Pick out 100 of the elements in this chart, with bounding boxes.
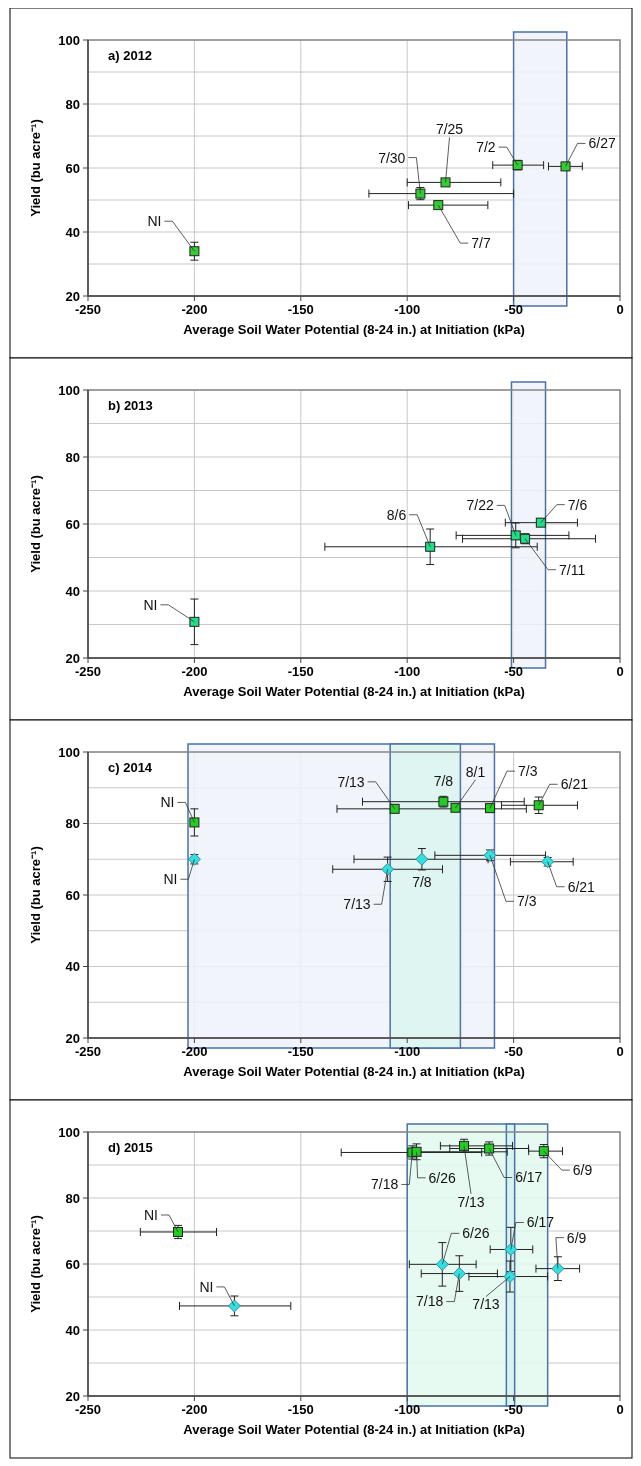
x-tick-label: -150 [287,664,314,679]
point [389,803,400,814]
x-tick-label: 0 [616,1044,624,1059]
annotation: 6/21 [560,776,589,793]
x-tick-label: -100 [394,664,421,679]
point [415,852,429,866]
x-axis-title: Average Soil Water Potential (8-24 in.) at Initiation (kPa) [183,1422,525,1437]
point [484,803,495,814]
y-tick-label: 100 [58,382,80,398]
point [435,1257,449,1271]
annotation: 7/11 [559,561,586,578]
annotation: 8/6 [386,506,407,523]
x-tick-label: -100 [394,302,421,317]
annotation: 7/22 [466,497,494,514]
y-tick-label: 60 [65,887,80,903]
annotation: 7/13 [472,1296,500,1313]
annotation: 7/2 [476,139,496,156]
y-tick-label: 60 [65,160,80,176]
x-tick-label: -250 [74,664,102,679]
point [189,817,200,828]
y-axis-title: Yield (bu acre⁻¹) [28,1215,43,1313]
y-tick-label: 100 [58,1124,80,1140]
x-tick-label: -150 [287,1402,314,1417]
y-tick-label: 80 [65,449,80,465]
point [450,802,461,813]
annotation: 6/17 [515,1169,543,1186]
point [533,800,544,811]
y-axis-title: Yield (bu acre⁻¹) [28,846,43,944]
annotation: 7/25 [435,121,464,138]
annotation: 6/9 [566,1229,587,1246]
x-tick-label: -250 [74,1402,102,1417]
y-tick-label: 80 [65,816,80,832]
annotation: 6/26 [428,1169,457,1186]
y-tick-label: 40 [65,959,80,975]
y-axis-title: Yield (bu acre⁻¹) [28,119,43,217]
x-tick-label: -150 [287,1044,314,1059]
point [189,246,200,257]
x-tick-label: -150 [287,302,314,317]
x-tick-label: 0 [616,1402,624,1417]
annotation: 7/3 [517,763,538,780]
x-tick-label: -50 [504,302,523,317]
point [560,161,571,172]
annotation: NI [199,1278,214,1295]
x-tick-label: -100 [394,1402,421,1417]
x-tick-label: 0 [616,302,624,317]
annotation: 6/21 [567,878,596,895]
x-tick-label: -50 [504,664,523,679]
x-tick-label: -200 [181,664,208,679]
x-axis-title: Average Soil Water Potential (8-24 in.) at Initiation (kPa) [183,684,525,699]
y-tick-label: 40 [65,224,80,240]
y-tick-label: 40 [65,583,80,599]
annotation: 6/9 [572,1162,593,1179]
text: d) 2015 [108,1140,153,1155]
y-tick-label: 20 [65,650,80,666]
point [504,1242,518,1256]
x-axis-title: Average Soil Water Potential (8-24 in.) at Initiation (kPa) [183,322,525,337]
annotation: 6/26 [462,1225,490,1242]
point [189,616,200,627]
annotation: 7/18 [371,1176,399,1193]
x-tick-label: -200 [181,1402,208,1417]
point [535,517,546,528]
point [411,1146,422,1157]
point [433,200,444,211]
annotation: 8/1 [465,763,486,780]
annotation: 7/3 [516,893,537,910]
x-tick-label: -250 [74,1044,102,1059]
text: b) 2013 [108,398,153,413]
y-tick-label: 20 [65,1030,80,1046]
y-tick-label: 60 [65,1256,80,1272]
point [510,530,521,541]
annotation: NI [160,794,175,811]
annotation: 7/8 [412,874,432,891]
annotation: 7/6 [567,496,588,513]
point [425,541,436,552]
annotation: 7/13 [457,1193,485,1210]
x-tick-label: 0 [616,664,624,679]
annotation: 7/7 [471,235,491,252]
point [381,862,395,876]
point [503,1270,517,1284]
x-axis-title: Average Soil Water Potential (8-24 in.) at Initiation (kPa) [183,1064,525,1079]
annotation: 7/8 [433,772,454,789]
y-tick-label: 40 [65,1322,80,1338]
x-tick-label: -250 [74,302,102,317]
point [551,1262,565,1276]
annotation: 7/30 [378,149,406,166]
annotation: 7/18 [416,1293,444,1310]
y-tick-label: 80 [65,1190,80,1206]
annotation: NI [144,1206,159,1223]
annotation: NI [143,596,158,613]
point [440,177,451,188]
annotation: NI [163,871,178,888]
annotation: 6/27 [588,135,616,152]
annotation: NI [147,213,162,230]
y-tick-label: 20 [65,288,80,304]
annotation: 7/13 [343,896,371,913]
x-tick-label: -200 [181,1044,208,1059]
y-tick-label: 20 [65,1388,80,1404]
x-tick-label: -50 [504,1402,523,1417]
x-tick-label: -200 [181,302,208,317]
text: a) 2012 [108,48,153,63]
